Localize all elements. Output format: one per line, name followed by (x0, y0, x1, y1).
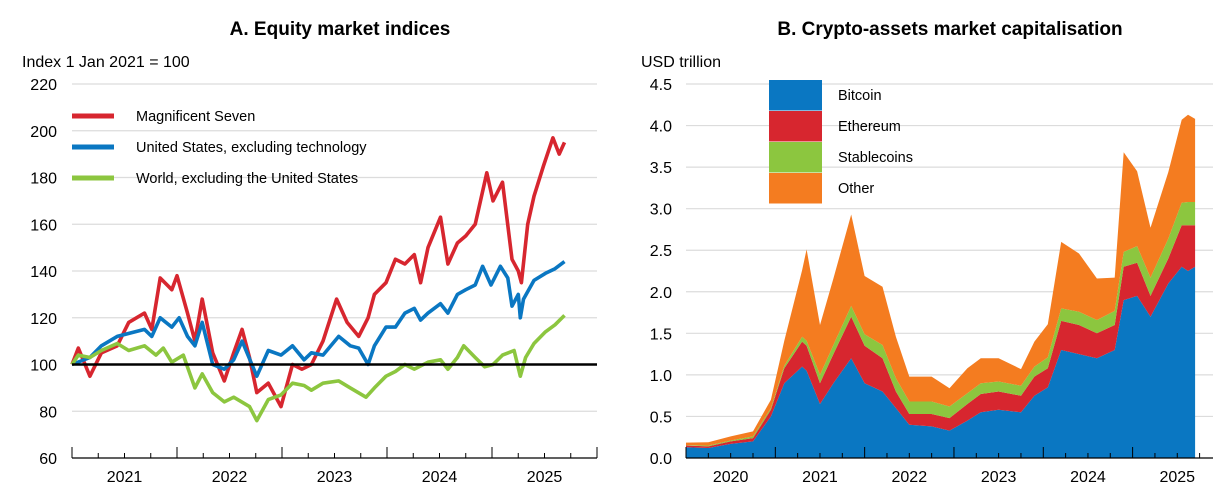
legend-swatch (769, 173, 822, 204)
chart-a-title: A. Equity market indices (230, 19, 451, 40)
legend-label: Bitcoin (838, 88, 882, 104)
y-tick-label: 160 (30, 217, 57, 234)
x-tick-label: 2020 (713, 469, 749, 486)
x-tick-label: 2024 (1070, 469, 1106, 486)
y-tick-label: 2.5 (650, 243, 672, 260)
y-tick-label: 220 (30, 77, 57, 94)
legend-swatch (769, 142, 822, 173)
legend-label: World, excluding the United States (136, 171, 358, 187)
legend-label: Ethereum (838, 119, 901, 135)
y-tick-label: 140 (30, 264, 57, 281)
x-tick-label: 2022 (212, 469, 248, 486)
x-tick-label: 2021 (107, 469, 143, 486)
chart-a-plot: 60 80 100 120 140 160 180 200 220 2021 2022 2023 202… (30, 77, 598, 486)
area-bitcoin (686, 266, 1196, 458)
y-tick-label: 0.0 (650, 451, 672, 468)
x-tick-label: 2022 (892, 469, 928, 486)
area-other (686, 114, 1196, 446)
series-line-2 (70, 314, 566, 423)
x-tick-label: 2023 (317, 469, 353, 486)
x-tick-label: 2023 (981, 469, 1017, 486)
x-tick-label: 2024 (422, 469, 458, 486)
x-tick-label: 2025 (527, 469, 563, 486)
y-tick-label: 180 (30, 171, 57, 188)
y-tick-label: 60 (39, 451, 57, 468)
legend-label: United States, excluding technology (136, 140, 367, 156)
legend-label: Other (838, 181, 874, 197)
chart-a-ylabel: Index 1 Jan 2021 = 100 (22, 54, 190, 71)
x-tick-label: 2025 (1159, 469, 1195, 486)
y-tick-label: 4.5 (650, 77, 672, 94)
y-tick-label: 4.0 (650, 119, 672, 136)
y-tick-label: 200 (30, 124, 57, 141)
y-tick-label: 1.5 (650, 326, 672, 343)
area-ethereum (686, 225, 1196, 448)
y-tick-label: 3.0 (650, 202, 672, 219)
y-tick-label: 80 (39, 404, 57, 421)
y-tick-label: 0.5 (650, 409, 672, 426)
y-tick-label: 2.0 (650, 285, 672, 302)
legend-swatch (769, 111, 822, 142)
chart-b-title: B. Crypto-assets market capitalisation (777, 19, 1122, 40)
legend-label: Stablecoins (838, 150, 913, 166)
series-line-0 (70, 136, 567, 409)
y-tick-label: 1.0 (650, 368, 672, 385)
y-tick-label: 120 (30, 311, 57, 328)
x-tick-label: 2021 (802, 469, 838, 486)
y-tick-label: 100 (30, 358, 57, 375)
chart-b-ylabel: USD trillion (641, 54, 721, 71)
y-tick-label: 3.5 (650, 160, 672, 177)
series-line-1 (71, 260, 566, 378)
chart-b-plot: 0.0 0.5 1.0 1.5 2.0 2.5 3.0 3.5 4.0 4.5 2020 2021 20… (650, 77, 1213, 486)
legend-label: Magnificent Seven (136, 109, 255, 125)
area-stablecoins (686, 202, 1196, 447)
legend-swatch (769, 80, 822, 111)
